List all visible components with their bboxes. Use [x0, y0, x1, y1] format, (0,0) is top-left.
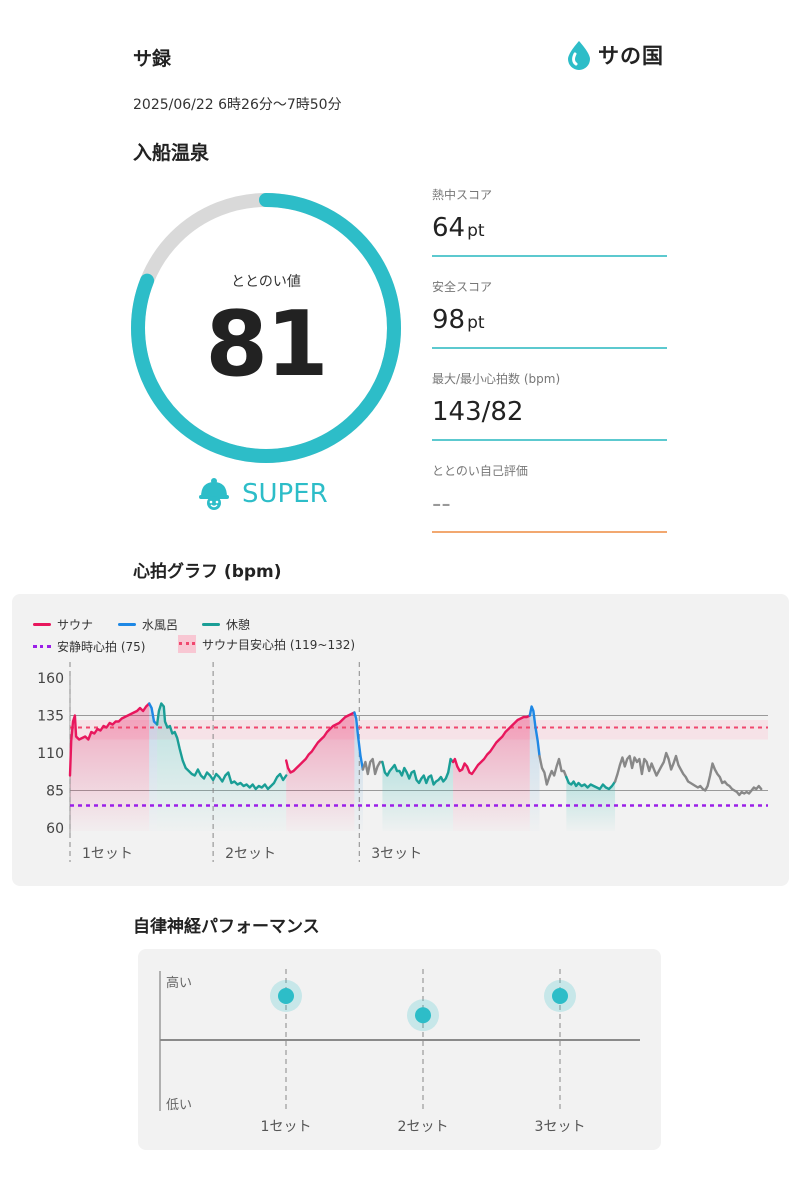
legend-sauna: サウナ: [33, 616, 93, 633]
legend-label: 休憩: [226, 618, 251, 632]
metric-underline: [432, 347, 667, 349]
rank-badge: SUPER: [196, 476, 328, 512]
legend-label: サウナ: [57, 618, 94, 632]
legend-swatch: [33, 645, 51, 648]
metric-heart-rate-range: 最大/最小心拍数 (bpm) 143/82: [432, 370, 667, 441]
heart-rate-title: 心拍グラフ (bpm): [133, 562, 282, 582]
metric-safety-score: 安全スコア 98 pt: [432, 278, 667, 349]
metric-value: --: [432, 489, 451, 519]
segment-fill-cold_bath: [149, 703, 158, 831]
metric-label: ととのい自己評価: [432, 464, 528, 478]
set-label: 1セット: [82, 846, 133, 862]
session-datetime: 2025/06/22 6時26分〜7時50分: [133, 97, 342, 113]
segment-fill-rest: [566, 777, 616, 831]
legend-swatch: [33, 623, 51, 626]
category-label: 2セット: [398, 1119, 449, 1135]
metric-value: 98 pt: [432, 305, 485, 335]
segment-fill-cold_bath: [354, 712, 363, 831]
set-label: 3セット: [371, 846, 422, 862]
set-label: 2セット: [225, 846, 276, 862]
series-line-other: [361, 757, 384, 776]
series-line-rest: [565, 775, 617, 791]
data-point: [278, 988, 294, 1004]
totonoi-label: ととのい値: [231, 274, 301, 290]
data-point: [415, 1007, 431, 1024]
logo-text: サの国: [598, 44, 664, 68]
target-band: [70, 720, 768, 740]
legend-label: サウナ目安心拍 (119~132): [202, 637, 356, 652]
segment-fill-sauna: [70, 703, 150, 831]
category-label: 1セット: [261, 1119, 312, 1135]
segment-fill-sauna: [453, 715, 530, 831]
legend-label: 安静時心拍 (75): [57, 640, 146, 654]
y-tick-label: 110: [37, 746, 64, 762]
place-name: 入船温泉: [133, 142, 210, 164]
legend-rest: 休憩: [202, 616, 250, 633]
metric-heat-score: 熱中スコア 64 pt: [432, 186, 667, 257]
segment-fill-rest: [382, 759, 454, 831]
series-line-sauna: [68, 702, 151, 777]
legend-target-hr: サウナ目安心拍 (119~132): [178, 635, 355, 653]
totonoi-value: 81: [205, 292, 328, 397]
heart-rate-chart: 160 135 110 85 60 1セット 2セット 3セット: [37, 662, 768, 862]
y-tick-label: 85: [46, 784, 64, 800]
segment-fill-rest: [157, 703, 287, 831]
y-label-low: 低い: [166, 1098, 192, 1113]
app-title: サ録: [133, 48, 172, 70]
series-line-sauna: [285, 711, 356, 774]
metric-label: 安全スコア: [432, 280, 493, 294]
metric-underline: [432, 531, 667, 533]
autonomic-card: [138, 949, 661, 1150]
metric-underline: [432, 255, 667, 257]
totonoi-gauge: [131, 193, 401, 463]
segment-fill-sauna: [286, 712, 355, 831]
legend-swatch: [178, 635, 196, 653]
metric-underline: [432, 439, 667, 441]
y-tick-label: 135: [37, 709, 64, 725]
series-line-sauna: [451, 714, 531, 776]
metric-label: 熱中スコア: [432, 188, 493, 202]
gauge-progress: [131, 193, 401, 463]
series-line-rest: [155, 702, 288, 791]
metric-value: 64 pt: [432, 213, 485, 243]
legend-swatch: [202, 623, 220, 626]
metric-value: 143/82: [432, 397, 524, 427]
data-point: [552, 988, 568, 1004]
brand-logo: サの国: [566, 40, 664, 70]
autonomic-title: 自律神経パフォーマンス: [133, 917, 320, 937]
series-line-other: [613, 751, 763, 797]
sauna-hat-mascot-icon: [199, 478, 229, 510]
series-line-cold_bath: [148, 702, 159, 726]
y-tick-label: 60: [46, 821, 64, 837]
legend-resting-hr: 安静時心拍 (75): [33, 638, 145, 655]
category-label: 3セット: [535, 1119, 586, 1135]
metric-self-rating[interactable]: ととのい自己評価 --: [432, 462, 667, 533]
legend-cold-bath: 水風呂: [118, 616, 178, 633]
legend-label: 水風呂: [142, 618, 179, 632]
legend-swatch: [118, 623, 136, 626]
series-line-other: [538, 754, 568, 786]
series-line-cold_bath: [353, 711, 365, 771]
series-line-rest: [381, 757, 455, 786]
droplet-icon: [568, 41, 590, 70]
rank-text: SUPER: [242, 479, 328, 509]
y-tick-label: 160: [37, 671, 64, 687]
metric-label: 最大/最小心拍数 (bpm): [432, 372, 561, 386]
series-line-cold_bath: [528, 705, 541, 758]
y-label-high: 高い: [166, 975, 192, 991]
